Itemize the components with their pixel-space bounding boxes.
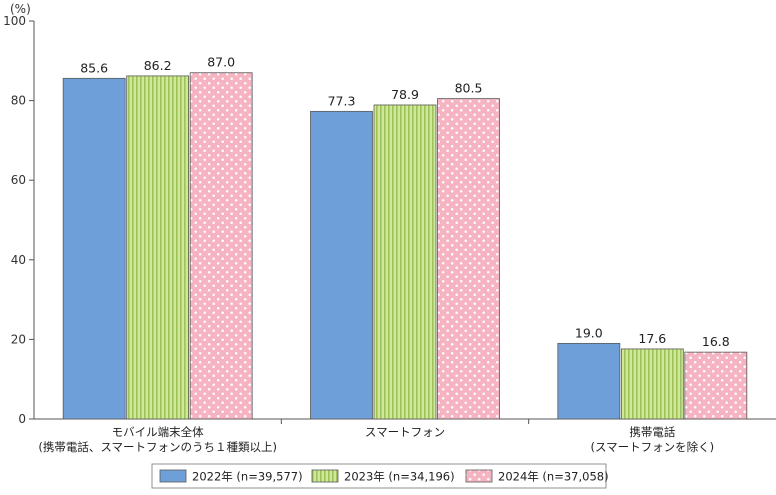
legend-label: 2022年 (n=39,577) — [192, 470, 303, 484]
legend-swatch — [311, 469, 339, 483]
bar — [557, 342, 621, 420]
y-tick-label: 0 — [18, 412, 26, 426]
bar — [684, 351, 748, 420]
bar — [189, 72, 253, 420]
bar — [620, 348, 684, 420]
data-label: 87.0 — [207, 55, 235, 70]
legend-label: 2023年 (n=34,196) — [344, 470, 455, 484]
data-label: 19.0 — [575, 325, 603, 340]
y-tick-label: 20 — [11, 332, 26, 346]
bar — [62, 77, 126, 420]
data-labels: 85.6 86.2 87.0 77.3 78.9 80.5 19.0 17.6 16.8 — [80, 55, 730, 349]
data-label: 85.6 — [80, 60, 108, 75]
y-tick-label: 80 — [11, 94, 26, 108]
category-labels: モバイル端末全体(携帯電話、スマートフォンのうち１種類以上) スマートフォン 携帯電… — [38, 425, 714, 454]
y-tick-label: 60 — [11, 173, 26, 187]
bar-group — [62, 72, 748, 420]
y-tick-label: 40 — [11, 253, 26, 267]
legend-swatch — [159, 469, 187, 483]
category-label: (携帯電話、スマートフォンのうち１種類以上) — [38, 440, 277, 454]
data-label: 17.6 — [638, 331, 666, 346]
y-unit-label: (%) — [10, 2, 31, 16]
bar — [126, 75, 190, 420]
category-label: 携帯電話 — [629, 425, 675, 439]
data-label: 80.5 — [455, 81, 483, 96]
data-label: 77.3 — [328, 93, 356, 108]
legend-swatch — [465, 469, 493, 483]
category-label: モバイル端末全体 — [112, 425, 204, 439]
data-label: 86.2 — [144, 58, 172, 73]
category-label: スマートフォン — [365, 425, 445, 439]
y-tick-label: 100 — [3, 14, 26, 28]
legend: 2022年 (n=39,577) 2023年 (n=34,196) 2024年 (n… — [151, 463, 609, 489]
legend-label: 2024年 (n=37,058) — [498, 470, 609, 484]
data-label: 16.8 — [702, 334, 730, 349]
category-label: (スマートフォンを除く) — [591, 440, 715, 454]
data-label: 78.9 — [391, 87, 419, 102]
legend-box — [151, 463, 607, 489]
bar — [310, 110, 373, 420]
bar — [373, 104, 437, 420]
bar — [437, 98, 500, 420]
